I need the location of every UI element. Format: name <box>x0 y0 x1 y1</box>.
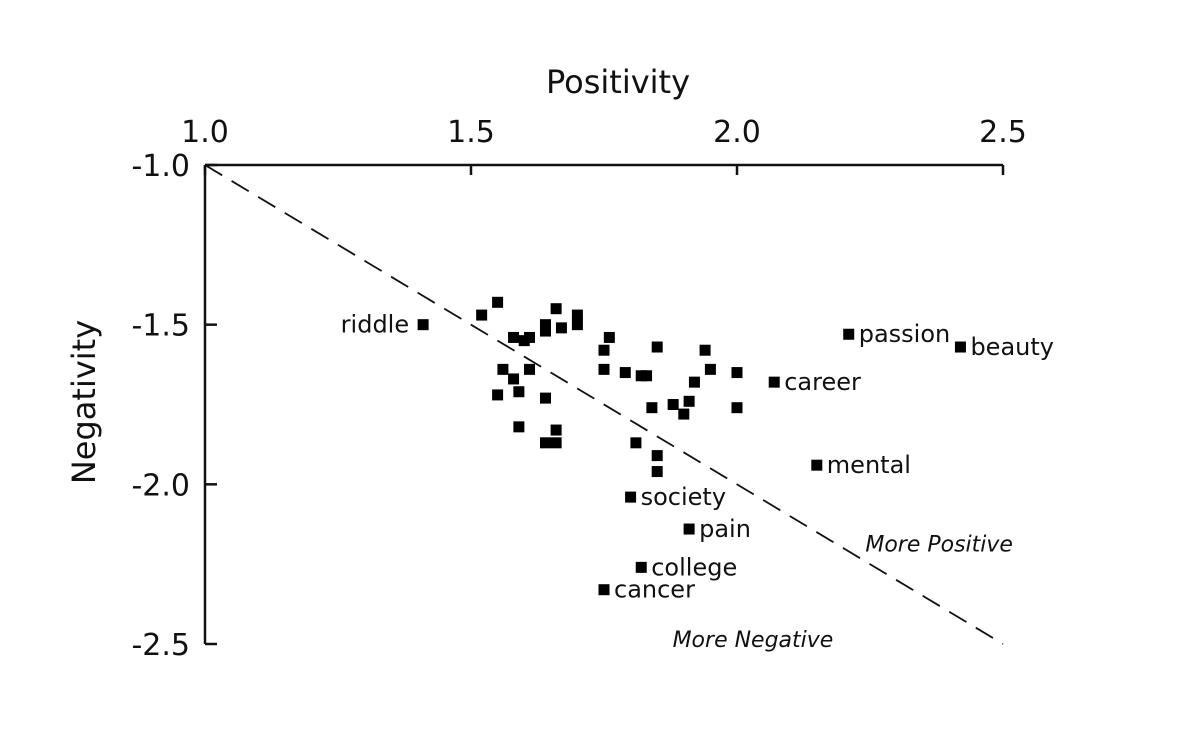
point-label-mental: mental <box>827 451 911 479</box>
data-point <box>571 309 583 321</box>
point-label-cancer: cancer <box>614 576 695 604</box>
point-label-passion: passion <box>859 320 951 348</box>
point-label-career: career <box>784 368 861 396</box>
data-point <box>550 437 562 449</box>
data-point <box>704 363 716 375</box>
point-label-beauty: beauty <box>970 333 1054 361</box>
point-label-college: college <box>651 553 737 581</box>
data-point-cancer <box>598 584 610 596</box>
data-point <box>571 319 583 331</box>
data-point-college <box>635 561 647 573</box>
y-tick-label: -1.0 <box>131 149 190 184</box>
data-point <box>619 367 631 379</box>
x-tick-label: 1.0 <box>181 115 229 150</box>
reference-line-group <box>204 164 1004 645</box>
data-point <box>699 344 711 356</box>
data-point <box>598 344 610 356</box>
data-point <box>539 392 551 404</box>
annotations: More Positive More Negative <box>673 532 1013 653</box>
data-point <box>651 450 663 462</box>
data-point-riddle <box>417 319 429 331</box>
y-axis-title: Negativity <box>65 320 103 484</box>
data-points <box>417 296 966 596</box>
point-label-pain: pain <box>699 515 751 543</box>
data-point-passion <box>843 328 855 340</box>
data-point <box>513 386 525 398</box>
data-point <box>524 363 536 375</box>
data-point-pain <box>683 523 695 535</box>
data-point <box>688 376 700 388</box>
data-point <box>539 325 551 337</box>
tick-labels: 1.0 1.5 2.0 2.5 -1.0 -1.5 -2.0 -2.5 <box>131 115 1026 663</box>
data-point <box>731 402 743 414</box>
data-point <box>508 331 520 343</box>
data-point <box>497 363 509 375</box>
y-tick-label: -2.5 <box>131 628 190 663</box>
annotation-more-positive: More Positive <box>865 532 1013 557</box>
data-point <box>539 319 551 331</box>
data-point <box>630 437 642 449</box>
x-tick-label: 1.5 <box>447 115 495 150</box>
data-point <box>651 341 663 353</box>
data-point <box>508 373 520 385</box>
data-point-beauty <box>954 341 966 353</box>
data-point-society <box>625 491 637 503</box>
data-point <box>492 389 504 401</box>
data-point <box>678 408 690 420</box>
data-point <box>492 296 504 308</box>
data-point <box>598 363 610 375</box>
data-point <box>646 402 658 414</box>
point-label-society: society <box>641 483 726 511</box>
data-point <box>641 370 653 382</box>
x-tick-label: 2.0 <box>713 115 761 150</box>
data-point <box>667 399 679 410</box>
y-tick-label: -2.0 <box>131 468 190 503</box>
x-axis-title: Positivity <box>546 63 690 101</box>
data-point <box>683 395 695 407</box>
axes: Positivity Negativity <box>65 63 1003 644</box>
data-point <box>555 322 567 334</box>
y-tick-label: -1.5 <box>131 309 190 344</box>
x-tick-label: 2.5 <box>979 115 1027 150</box>
data-point <box>550 303 562 315</box>
data-point <box>651 466 663 478</box>
data-point <box>518 335 530 347</box>
point-labels: riddle passion beauty career mental society pa… <box>341 311 1054 604</box>
data-point <box>550 424 562 436</box>
data-point-career <box>768 376 780 388</box>
data-point <box>731 367 743 379</box>
data-point <box>539 437 551 449</box>
data-point <box>476 309 488 321</box>
data-point-mental <box>811 459 823 471</box>
data-point <box>513 421 525 433</box>
reference-line <box>204 164 1004 645</box>
point-label-riddle: riddle <box>341 311 409 339</box>
data-point <box>603 331 615 343</box>
annotation-more-negative: More Negative <box>673 628 834 653</box>
